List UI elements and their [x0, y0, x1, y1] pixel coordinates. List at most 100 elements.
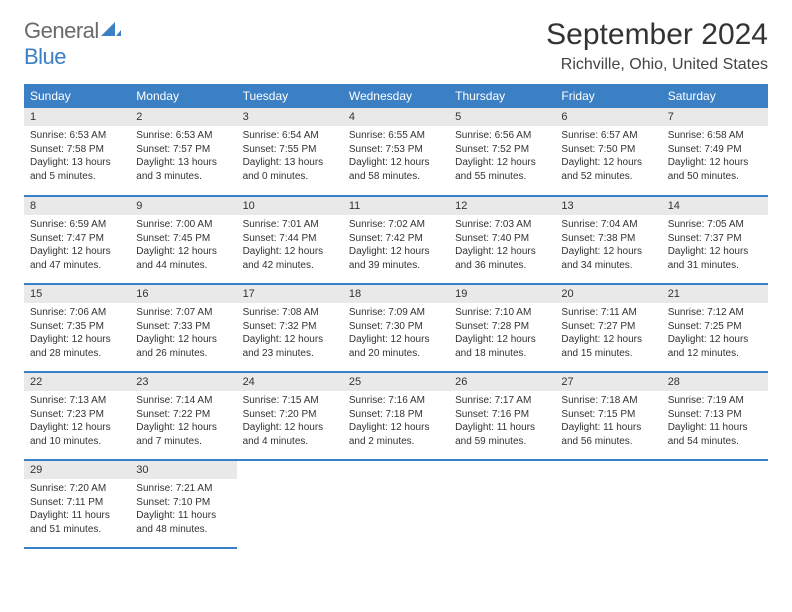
daylight-text: Daylight: 12 hours and 18 minutes. — [455, 333, 549, 360]
calendar-day: 27Sunrise: 7:18 AMSunset: 7:15 PMDayligh… — [555, 372, 661, 460]
calendar-week: 15Sunrise: 7:06 AMSunset: 7:35 PMDayligh… — [24, 284, 768, 372]
day-number: 28 — [662, 373, 768, 391]
sunrise-text: Sunrise: 6:54 AM — [243, 129, 337, 143]
calendar-day: 6Sunrise: 6:57 AMSunset: 7:50 PMDaylight… — [555, 108, 661, 196]
sunrise-text: Sunrise: 7:15 AM — [243, 394, 337, 408]
calendar-day: 5Sunrise: 6:56 AMSunset: 7:52 PMDaylight… — [449, 108, 555, 196]
daylight-text: Daylight: 12 hours and 2 minutes. — [349, 421, 443, 448]
sunset-text: Sunset: 7:52 PM — [455, 143, 549, 157]
sunset-text: Sunset: 7:50 PM — [561, 143, 655, 157]
day-number: 2 — [130, 108, 236, 126]
day-details: Sunrise: 7:19 AMSunset: 7:13 PMDaylight:… — [662, 391, 768, 454]
header: General Blue September 2024 Richville, O… — [24, 18, 768, 74]
sunset-text: Sunset: 7:58 PM — [30, 143, 124, 157]
sunrise-text: Sunrise: 7:02 AM — [349, 218, 443, 232]
day-header: Friday — [555, 84, 661, 108]
calendar-day: 1Sunrise: 6:53 AMSunset: 7:58 PMDaylight… — [24, 108, 130, 196]
sunrise-text: Sunrise: 7:20 AM — [30, 482, 124, 496]
sunrise-text: Sunrise: 7:05 AM — [668, 218, 762, 232]
calendar-day: 14Sunrise: 7:05 AMSunset: 7:37 PMDayligh… — [662, 196, 768, 284]
daylight-text: Daylight: 12 hours and 12 minutes. — [668, 333, 762, 360]
calendar-day: 2Sunrise: 6:53 AMSunset: 7:57 PMDaylight… — [130, 108, 236, 196]
sunset-text: Sunset: 7:55 PM — [243, 143, 337, 157]
day-details: Sunrise: 7:02 AMSunset: 7:42 PMDaylight:… — [343, 215, 449, 278]
day-details: Sunrise: 6:54 AMSunset: 7:55 PMDaylight:… — [237, 126, 343, 189]
day-details: Sunrise: 6:58 AMSunset: 7:49 PMDaylight:… — [662, 126, 768, 189]
sunset-text: Sunset: 7:11 PM — [30, 496, 124, 510]
daylight-text: Daylight: 12 hours and 23 minutes. — [243, 333, 337, 360]
day-number: 4 — [343, 108, 449, 126]
daylight-text: Daylight: 12 hours and 31 minutes. — [668, 245, 762, 272]
daylight-text: Daylight: 11 hours and 59 minutes. — [455, 421, 549, 448]
sunset-text: Sunset: 7:32 PM — [243, 320, 337, 334]
day-number: 15 — [24, 285, 130, 303]
day-header: Sunday — [24, 84, 130, 108]
daylight-text: Daylight: 12 hours and 58 minutes. — [349, 156, 443, 183]
sunrise-text: Sunrise: 6:58 AM — [668, 129, 762, 143]
sunset-text: Sunset: 7:20 PM — [243, 408, 337, 422]
daylight-text: Daylight: 12 hours and 26 minutes. — [136, 333, 230, 360]
sunset-text: Sunset: 7:13 PM — [668, 408, 762, 422]
sunrise-text: Sunrise: 7:09 AM — [349, 306, 443, 320]
sunset-text: Sunset: 7:27 PM — [561, 320, 655, 334]
day-number: 24 — [237, 373, 343, 391]
day-number: 11 — [343, 197, 449, 215]
day-number: 1 — [24, 108, 130, 126]
calendar-day: 3Sunrise: 6:54 AMSunset: 7:55 PMDaylight… — [237, 108, 343, 196]
daylight-text: Daylight: 12 hours and 44 minutes. — [136, 245, 230, 272]
daylight-text: Daylight: 12 hours and 4 minutes. — [243, 421, 337, 448]
daylight-text: Daylight: 12 hours and 28 minutes. — [30, 333, 124, 360]
day-details: Sunrise: 6:56 AMSunset: 7:52 PMDaylight:… — [449, 126, 555, 189]
sunset-text: Sunset: 7:30 PM — [349, 320, 443, 334]
sunset-text: Sunset: 7:10 PM — [136, 496, 230, 510]
day-details: Sunrise: 7:07 AMSunset: 7:33 PMDaylight:… — [130, 303, 236, 366]
calendar-day: 9Sunrise: 7:00 AMSunset: 7:45 PMDaylight… — [130, 196, 236, 284]
calendar-week: 22Sunrise: 7:13 AMSunset: 7:23 PMDayligh… — [24, 372, 768, 460]
daylight-text: Daylight: 12 hours and 55 minutes. — [455, 156, 549, 183]
day-details: Sunrise: 7:01 AMSunset: 7:44 PMDaylight:… — [237, 215, 343, 278]
sunrise-text: Sunrise: 6:59 AM — [30, 218, 124, 232]
logo-text-general: General — [24, 18, 99, 43]
day-number: 27 — [555, 373, 661, 391]
day-details: Sunrise: 7:00 AMSunset: 7:45 PMDaylight:… — [130, 215, 236, 278]
day-details: Sunrise: 7:12 AMSunset: 7:25 PMDaylight:… — [662, 303, 768, 366]
calendar-day-empty — [449, 460, 555, 548]
day-details: Sunrise: 7:09 AMSunset: 7:30 PMDaylight:… — [343, 303, 449, 366]
sunrise-text: Sunrise: 7:14 AM — [136, 394, 230, 408]
day-details: Sunrise: 7:03 AMSunset: 7:40 PMDaylight:… — [449, 215, 555, 278]
daylight-text: Daylight: 12 hours and 50 minutes. — [668, 156, 762, 183]
day-number: 12 — [449, 197, 555, 215]
sunrise-text: Sunrise: 7:19 AM — [668, 394, 762, 408]
daylight-text: Daylight: 12 hours and 36 minutes. — [455, 245, 549, 272]
calendar-day: 20Sunrise: 7:11 AMSunset: 7:27 PMDayligh… — [555, 284, 661, 372]
calendar-day: 4Sunrise: 6:55 AMSunset: 7:53 PMDaylight… — [343, 108, 449, 196]
day-details: Sunrise: 6:53 AMSunset: 7:58 PMDaylight:… — [24, 126, 130, 189]
calendar-day: 29Sunrise: 7:20 AMSunset: 7:11 PMDayligh… — [24, 460, 130, 548]
sunset-text: Sunset: 7:53 PM — [349, 143, 443, 157]
calendar-day: 26Sunrise: 7:17 AMSunset: 7:16 PMDayligh… — [449, 372, 555, 460]
sunset-text: Sunset: 7:49 PM — [668, 143, 762, 157]
calendar-day: 24 Sunrise: 7:15 AMSunset: 7:20 PMDayligh… — [237, 372, 343, 460]
logo-sail-icon — [101, 18, 121, 44]
sunrise-text: Sunrise: 7:18 AM — [561, 394, 655, 408]
sunrise-text: Sunrise: 7:17 AM — [455, 394, 549, 408]
daylight-text: Daylight: 12 hours and 15 minutes. — [561, 333, 655, 360]
day-number: 8 — [24, 197, 130, 215]
day-details: Sunrise: 6:57 AMSunset: 7:50 PMDaylight:… — [555, 126, 661, 189]
daylight-text: Daylight: 12 hours and 52 minutes. — [561, 156, 655, 183]
day-number: 30 — [130, 461, 236, 479]
sunrise-text: Sunrise: 6:53 AM — [30, 129, 124, 143]
month-title: September 2024 — [546, 18, 768, 52]
day-header-row: SundayMondayTuesdayWednesdayThursdayFrid… — [24, 84, 768, 108]
sunrise-text: Sunrise: 7:21 AM — [136, 482, 230, 496]
daylight-text: Daylight: 12 hours and 42 minutes. — [243, 245, 337, 272]
sunrise-text: Sunrise: 7:08 AM — [243, 306, 337, 320]
calendar-day-empty — [662, 460, 768, 548]
sunrise-text: Sunrise: 6:56 AM — [455, 129, 549, 143]
day-header: Wednesday — [343, 84, 449, 108]
day-number: 10 — [237, 197, 343, 215]
calendar-day: 17Sunrise: 7:08 AMSunset: 7:32 PMDayligh… — [237, 284, 343, 372]
calendar-day: 16Sunrise: 7:07 AMSunset: 7:33 PMDayligh… — [130, 284, 236, 372]
sunset-text: Sunset: 7:33 PM — [136, 320, 230, 334]
day-details: Sunrise: 7:16 AMSunset: 7:18 PMDaylight:… — [343, 391, 449, 454]
